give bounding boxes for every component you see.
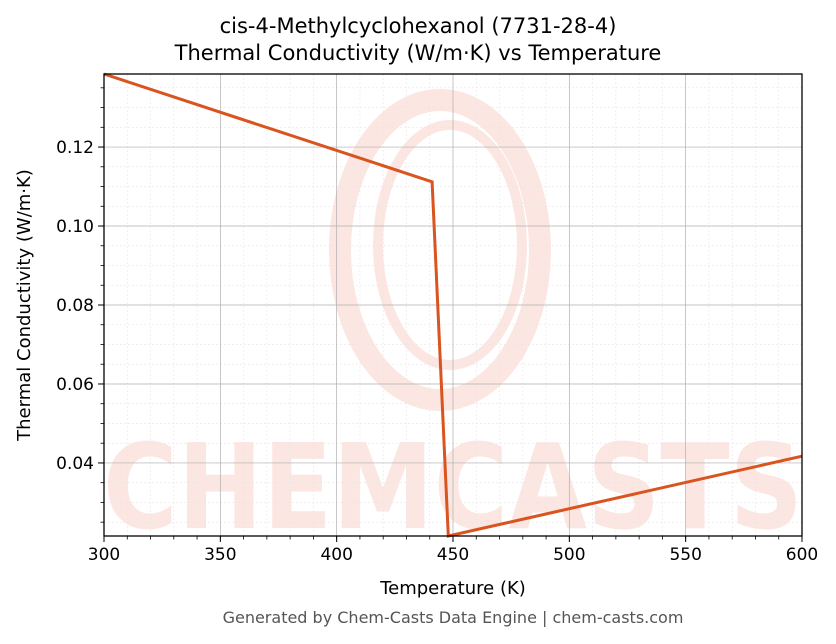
y-tick-label: 0.04 (56, 454, 94, 474)
y-tick-label: 0.08 (56, 296, 94, 316)
footer-credit: Generated by Chem-Casts Data Engine | ch… (222, 608, 684, 627)
y-axis-label: Thermal Conductivity (W/m·K) (14, 169, 35, 442)
y-tick-label: 0.10 (56, 217, 94, 237)
x-tick-label: 300 (88, 545, 120, 565)
chart-subtitle: Thermal Conductivity (W/m·K) vs Temperat… (174, 41, 662, 65)
x-tick-label: 450 (437, 545, 469, 565)
x-tick-label: 350 (204, 545, 236, 565)
watermark-swirl-inner (373, 120, 527, 370)
y-axis: 0.04 0.06 0.08 0.10 0.12 (56, 87, 104, 523)
y-tick-label: 0.12 (56, 138, 94, 158)
x-axis-label: Temperature (K) (379, 578, 526, 599)
watermark-swirl (329, 89, 551, 411)
x-tick-label: 400 (320, 545, 352, 565)
y-tick-label: 0.06 (56, 375, 94, 395)
x-tick-label: 500 (553, 545, 585, 565)
series-line (103, 72, 803, 538)
chart-title: cis-4-Methylcyclohexanol (7731-28-4) (219, 14, 617, 38)
x-tick-label: 600 (786, 545, 818, 565)
x-axis: 300 350 400 450 500 550 600 (88, 536, 818, 565)
x-tick-label: 550 (669, 545, 701, 565)
series-layer (103, 72, 803, 538)
